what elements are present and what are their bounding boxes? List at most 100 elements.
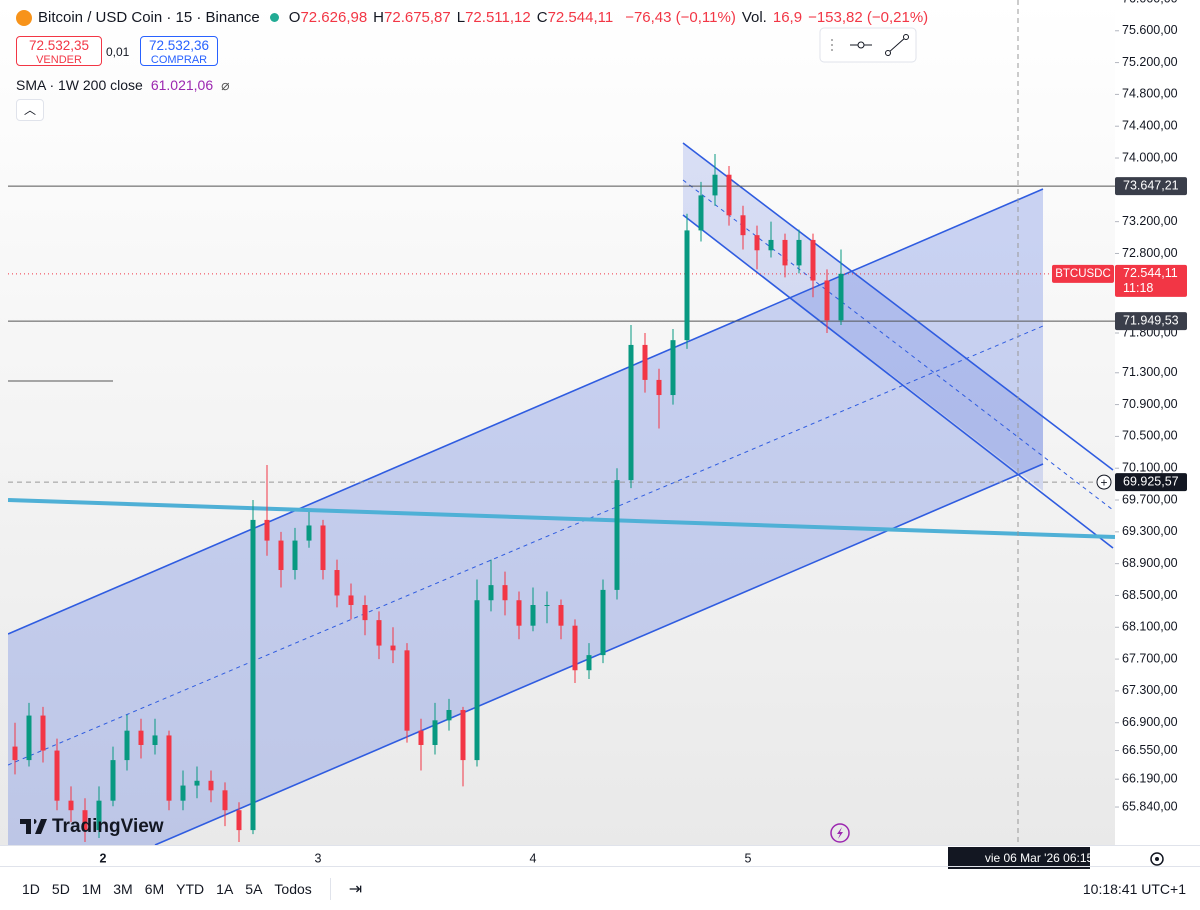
channel-upper	[8, 188, 1044, 635]
candle-body	[656, 379, 662, 396]
crosshair-time: vie 06 Mar '26 06:15	[985, 851, 1094, 865]
y-tick-label: 67.700,00	[1122, 651, 1178, 665]
bottom-toolbar: 1D 5D 1M 3M 6M YTD 1A 5A Todos ⇥ 10:18:41 UTC+1	[0, 866, 1200, 910]
y-tick-label: 71.300,00	[1122, 365, 1178, 379]
candle-body	[82, 810, 88, 831]
candle-body	[26, 715, 32, 761]
ohlc-value: 72.544,11	[547, 9, 614, 26]
range-button[interactable]: 5D	[51, 880, 70, 897]
x-tick-label: 2	[100, 851, 107, 865]
y-tick-label: 68.100,00	[1122, 620, 1178, 634]
candle-body	[292, 540, 298, 571]
add-icon	[1096, 474, 1112, 490]
add-icon-plus: +	[1100, 475, 1107, 489]
symbol-icon	[16, 9, 32, 26]
y-tick-label: 72.800,00	[1122, 246, 1178, 260]
range-button[interactable]: 1M	[81, 880, 102, 897]
price-marker-label: 72.544,11	[1123, 266, 1178, 280]
y-tick-label: 73.200,00	[1122, 214, 1178, 228]
candle-body	[530, 605, 536, 626]
candle-body	[572, 625, 578, 671]
candle-body	[376, 620, 382, 646]
buy-button[interactable]: 72.532,36 COMPRAR	[140, 36, 218, 66]
buy-price: 72.532,36	[148, 38, 210, 53]
candle-body	[838, 273, 844, 321]
volume: 16,9	[772, 9, 803, 26]
candle-body	[614, 480, 620, 590]
candle-body	[642, 344, 648, 380]
range-button[interactable]: 6M	[144, 880, 165, 897]
candle-body	[768, 239, 774, 251]
candle-body	[740, 215, 746, 236]
logo: TradingView	[20, 816, 164, 837]
y-tick-label: 74.400,00	[1122, 119, 1178, 133]
candle-body	[166, 735, 172, 801]
price-marker-box	[1115, 312, 1187, 331]
hide-icon[interactable]: ⌀	[221, 77, 230, 93]
candle-body	[404, 650, 410, 731]
buy-label: COMPRAR	[150, 54, 208, 66]
range-button[interactable]: Todos	[274, 880, 312, 897]
y-tick-label: 70.500,00	[1122, 429, 1178, 443]
candle-body	[796, 239, 802, 266]
x-tick-label: 3	[315, 851, 322, 865]
desc-channel-upper	[682, 142, 1114, 471]
range-button[interactable]: YTD	[176, 880, 205, 897]
ohlc-key: C	[536, 9, 548, 26]
descending-channel-fill	[683, 143, 1043, 491]
market-status	[269, 13, 279, 22]
candle-body	[628, 344, 634, 481]
candle-body	[474, 600, 480, 761]
y-tick-label: 66.550,00	[1122, 743, 1178, 757]
range-button[interactable]: 5A	[245, 880, 263, 897]
symbol-tag-box	[1052, 264, 1114, 283]
drawing-tools[interactable]	[831, 34, 909, 56]
candle-body	[390, 645, 396, 651]
y-tick-label: 69.300,00	[1122, 524, 1178, 538]
candle-body	[432, 720, 438, 745]
candle-body	[348, 595, 354, 606]
channel-lower	[154, 463, 1044, 845]
candle-body	[698, 195, 704, 231]
candle-body	[152, 735, 158, 745]
y-tick-label: 75.600,00	[1122, 23, 1178, 37]
plot-background	[0, 0, 1115, 845]
price-marker-label: 71.949,53	[1123, 313, 1179, 327]
symbol-tag: BTCUSDC	[1055, 268, 1111, 280]
candle-body	[96, 800, 102, 831]
change: −76,43 (−0,11%)	[625, 9, 736, 26]
candle-body	[782, 239, 788, 266]
price-axis	[1115, 0, 1200, 845]
range-button[interactable]: 1D	[22, 880, 40, 897]
candle-body	[194, 780, 200, 786]
sell-button[interactable]: 72.532,35 VENDER	[16, 36, 102, 66]
candle-body	[502, 585, 508, 601]
ohlc-key: L	[456, 9, 466, 26]
candle-body	[418, 730, 424, 745]
price-marker-label: 69.925,57	[1123, 474, 1179, 488]
candle-body	[824, 280, 830, 321]
candle-body	[222, 790, 228, 811]
candle-body	[180, 785, 186, 801]
candle-body	[488, 585, 494, 601]
candle-body	[460, 709, 466, 761]
candle-body	[138, 730, 144, 745]
date-range-icon[interactable]: ⇥	[348, 880, 363, 898]
y-tick-label: 68.900,00	[1122, 556, 1178, 570]
desc-channel-lower	[682, 214, 1114, 549]
candle-body	[362, 605, 368, 621]
desc-channel-mid	[682, 179, 1114, 511]
lightning-icon[interactable]	[830, 823, 850, 843]
settings-icon[interactable]	[1150, 852, 1164, 866]
candle-body	[586, 655, 592, 671]
range-button[interactable]: 3M	[113, 880, 133, 897]
crosshair-time-box	[948, 847, 1090, 869]
range-button[interactable]: 1A	[216, 880, 234, 897]
y-tick-label: 70.100,00	[1122, 461, 1178, 475]
candle-body	[754, 235, 760, 251]
y-tick-label: 68.500,00	[1122, 588, 1178, 602]
collapse-button[interactable]: ︿	[16, 99, 44, 121]
trend-line	[8, 498, 1115, 539]
ohlc-value: 72.511,12	[465, 9, 531, 26]
candle-body	[12, 746, 18, 761]
